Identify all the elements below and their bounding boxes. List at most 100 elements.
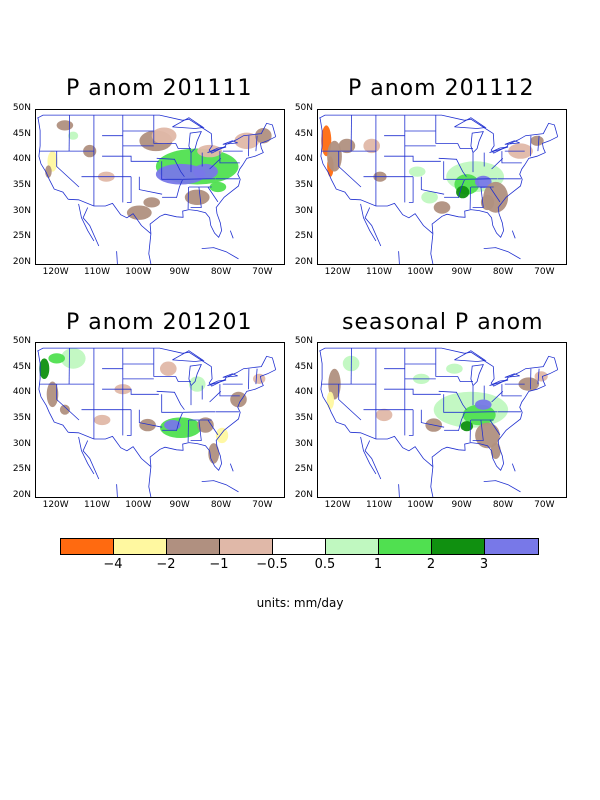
state-border xyxy=(501,384,522,397)
lat-tick-label: 25N xyxy=(12,231,31,242)
state-border xyxy=(138,176,163,195)
state-border xyxy=(408,176,414,203)
anomaly-region xyxy=(530,135,544,146)
anomaly-region xyxy=(518,377,540,391)
lon-tick-label: 100W xyxy=(125,500,152,510)
state-border xyxy=(153,115,176,144)
coastline xyxy=(430,466,434,497)
coastline xyxy=(511,463,516,472)
anomaly-region xyxy=(184,189,210,205)
state-border xyxy=(138,409,163,428)
anomaly-region xyxy=(475,422,500,449)
lat-tick-label: 45N xyxy=(12,128,31,139)
coastline xyxy=(149,136,276,238)
state-border xyxy=(182,411,215,413)
state-border xyxy=(219,151,240,164)
anomaly-region xyxy=(197,417,214,433)
lon-tick-label: 100W xyxy=(125,267,152,277)
lon-tick-label: 120W xyxy=(324,500,351,510)
lat-tick-label: 50N xyxy=(294,103,313,113)
state-border xyxy=(384,155,441,162)
lat-tick-label: 50N xyxy=(294,336,313,346)
lat-tick-label: 30N xyxy=(12,438,31,449)
state-border xyxy=(156,157,175,160)
lon-tick-label: 110W xyxy=(83,500,111,510)
state-border xyxy=(190,186,202,208)
lat-tick-label: 40N xyxy=(294,154,313,165)
anomaly-region xyxy=(93,414,111,426)
precip-anomaly-map xyxy=(35,342,285,498)
lat-tick-label: 20N xyxy=(12,257,31,267)
lon-tick-label: 90W xyxy=(169,500,190,510)
coastline xyxy=(82,440,100,480)
state-border xyxy=(176,179,184,198)
anomaly-region xyxy=(490,442,501,459)
coastline xyxy=(398,251,400,264)
state-border xyxy=(443,394,464,413)
anomaly-region xyxy=(534,371,548,382)
great-lake xyxy=(504,373,520,378)
panel-title: P anom 201201 xyxy=(66,310,253,335)
lat-tick-label: 30N xyxy=(12,205,31,216)
great-lake xyxy=(470,364,484,386)
state-border xyxy=(408,409,414,436)
coastline xyxy=(78,203,95,242)
great-lake xyxy=(188,364,202,386)
lon-tick-label: 80W xyxy=(210,267,232,277)
great-lake xyxy=(489,379,509,386)
lon-tick-label: 90W xyxy=(451,267,472,277)
state-border xyxy=(175,376,191,382)
great-lake xyxy=(454,117,487,129)
state-border xyxy=(255,135,258,152)
lon-tick-label: 80W xyxy=(210,500,232,510)
mexico-border xyxy=(68,198,152,235)
lat-tick-label: 20N xyxy=(294,490,313,500)
coastline xyxy=(229,463,234,472)
state-border xyxy=(420,409,445,428)
state-border xyxy=(491,391,504,403)
anomaly-region xyxy=(456,185,470,199)
state-border xyxy=(161,161,182,180)
coastline xyxy=(364,440,382,480)
legend-swatch xyxy=(326,539,379,554)
mexico-border xyxy=(68,431,152,468)
lat-tick-label: 25N xyxy=(294,464,313,475)
legend-swatch xyxy=(167,539,220,554)
lon-tick-label: 120W xyxy=(324,267,351,277)
panel-title: P anom 201111 xyxy=(66,76,253,101)
anomaly-region xyxy=(255,128,272,144)
lon-tick-label: 90W xyxy=(169,267,190,277)
anomaly-region xyxy=(188,376,206,392)
coastline xyxy=(37,351,69,433)
precip-anomaly-map xyxy=(317,109,567,265)
anomaly-region xyxy=(446,363,463,374)
coastline xyxy=(319,351,351,433)
lat-tick-label: 25N xyxy=(294,231,313,242)
anomaly-region xyxy=(327,140,342,172)
state-border xyxy=(338,151,362,188)
state-border xyxy=(207,419,219,436)
great-lake xyxy=(470,131,484,153)
legend-swatch xyxy=(114,539,167,554)
state-border xyxy=(255,368,258,385)
anomaly-region xyxy=(59,404,70,415)
lat-tick-label: 25N xyxy=(12,464,31,475)
anomaly-region xyxy=(143,197,160,208)
state-border xyxy=(537,135,540,152)
state-border xyxy=(153,348,176,377)
coastline xyxy=(364,207,382,247)
lat-tick-label: 40N xyxy=(12,387,31,398)
great-lake xyxy=(172,350,205,362)
coastline xyxy=(483,247,521,260)
anomaly-region xyxy=(475,399,492,410)
state-border xyxy=(501,151,522,164)
anomaly-region xyxy=(234,132,260,149)
state-border xyxy=(464,178,497,180)
legend-tick-label: −4 xyxy=(103,557,123,572)
anomaly-region xyxy=(375,408,393,422)
legend-swatch xyxy=(220,539,273,554)
state-border xyxy=(537,368,540,385)
lat-tick-label: 45N xyxy=(294,361,313,372)
lon-tick-label: 70W xyxy=(534,267,555,277)
coastline xyxy=(116,484,118,497)
